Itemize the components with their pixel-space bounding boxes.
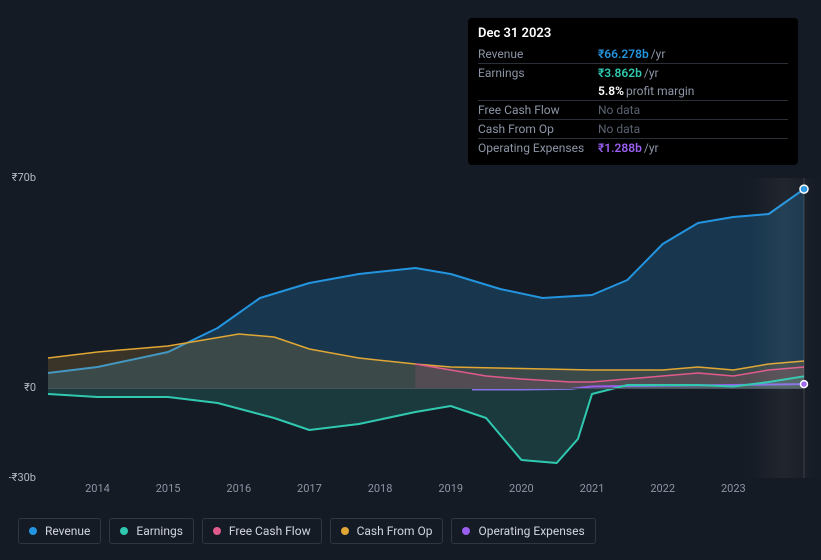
x-axis-tick: 2022 <box>650 482 675 495</box>
legend-label: Operating Expenses <box>478 524 584 538</box>
profit-margin-pct: 5.8% <box>598 84 624 98</box>
data-tooltip: Dec 31 2023 Revenue₹66.278b /yrEarnings₹… <box>468 18 798 165</box>
legend-swatch-icon <box>120 527 128 535</box>
legend-swatch-icon <box>213 527 221 535</box>
x-axis-tick: 2016 <box>226 482 251 495</box>
legend-item-operating-expenses[interactable]: Operating Expenses <box>451 518 595 544</box>
hover-highlight <box>749 178 819 478</box>
tooltip-date: Dec 31 2023 <box>478 26 788 45</box>
tooltip-nodata: No data <box>598 103 640 117</box>
profit-margin-label: profit margin <box>626 84 694 98</box>
tooltip-metric-label: Earnings <box>478 66 598 80</box>
tooltip-unit: /yr <box>651 47 666 61</box>
x-axis-tick: 2020 <box>509 482 534 495</box>
tooltip-unit: /yr <box>644 141 659 155</box>
series-area-earnings <box>48 376 804 463</box>
y-axis-tick: -₹30b <box>6 471 36 484</box>
tooltip-row: Free Cash FlowNo data <box>478 100 788 119</box>
legend-label: Cash From Op <box>357 524 433 538</box>
tooltip-metric-label: Free Cash Flow <box>478 103 598 117</box>
x-axis: 2014 2015 2016 2017 2018 2019 2020 2021 2022 2023 <box>48 482 804 498</box>
legend-swatch-icon <box>341 527 349 535</box>
tooltip-unit: /yr <box>644 66 659 80</box>
tooltip-row: Earnings₹3.862b /yr <box>478 63 788 82</box>
legend-swatch-icon <box>29 527 37 535</box>
legend-item-free-cash-flow[interactable]: Free Cash Flow <box>202 518 322 544</box>
zero-axis-line <box>48 388 804 389</box>
tooltip-metric-label: Cash From Op <box>478 122 598 136</box>
x-axis-tick: 2014 <box>85 482 110 495</box>
tooltip-metric-value: ₹3.862b <box>598 66 642 80</box>
legend-item-cash-from-op[interactable]: Cash From Op <box>330 518 444 544</box>
legend-swatch-icon <box>462 527 470 535</box>
x-axis-tick: 2021 <box>580 482 605 495</box>
legend-label: Revenue <box>45 524 90 538</box>
tooltip-row: Cash From OpNo data <box>478 119 788 138</box>
tooltip-metric-label: Operating Expenses <box>478 141 598 155</box>
x-axis-tick: 2018 <box>368 482 393 495</box>
tooltip-metric-label: Revenue <box>478 47 598 61</box>
legend-item-earnings[interactable]: Earnings <box>109 518 194 544</box>
x-axis-tick: 2017 <box>297 482 322 495</box>
x-axis-tick: 2015 <box>156 482 181 495</box>
tooltip-metric-value: ₹1.288b <box>598 141 642 155</box>
x-axis-tick: 2019 <box>438 482 463 495</box>
tooltip-nodata: No data <box>598 122 640 136</box>
legend-label: Earnings <box>136 524 183 538</box>
y-axis-tick: ₹0 <box>6 381 36 394</box>
plot-area[interactable] <box>48 178 804 478</box>
tooltip-row: Revenue₹66.278b /yr <box>478 45 788 63</box>
legend-item-revenue[interactable]: Revenue <box>18 518 101 544</box>
y-axis-tick: ₹70b <box>6 171 36 184</box>
legend-label: Free Cash Flow <box>229 524 311 538</box>
x-axis-tick: 2023 <box>721 482 746 495</box>
hover-indicator <box>803 178 805 478</box>
tooltip-subrow: 5.8% profit margin <box>478 82 788 100</box>
chart-legend: Revenue Earnings Free Cash Flow Cash From O… <box>18 518 596 544</box>
tooltip-metric-value: ₹66.278b <box>598 47 649 61</box>
tooltip-row: Operating Expenses₹1.288b /yr <box>478 138 788 157</box>
